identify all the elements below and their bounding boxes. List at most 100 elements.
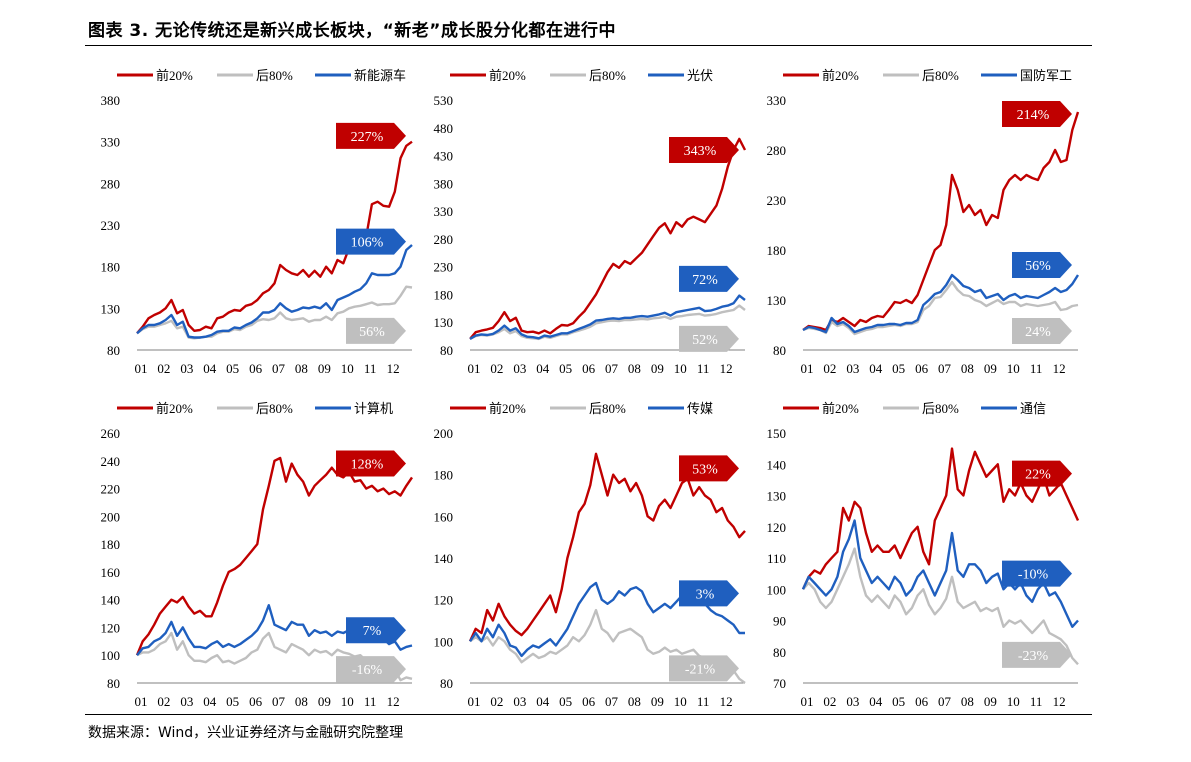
y-tick-label: 180	[434, 287, 454, 302]
y-tick-label: 180	[101, 260, 121, 275]
x-tick-label: 11	[1030, 361, 1043, 376]
legend-entry: 前20%	[822, 401, 859, 416]
y-tick-label: 380	[434, 176, 454, 191]
callout-bottom80	[336, 656, 406, 683]
y-tick-label: 90	[773, 614, 786, 629]
x-tick-label: 04	[203, 694, 217, 709]
y-tick-label: 200	[101, 509, 121, 524]
x-tick-label: 05	[226, 694, 239, 709]
y-tick-label: 200	[434, 426, 454, 441]
x-tick-label: 06	[582, 694, 596, 709]
x-tick-label: 10	[1007, 694, 1020, 709]
series-line-2	[469, 304, 746, 341]
series-line-3	[136, 244, 413, 339]
y-tick-label: 120	[434, 593, 454, 608]
legend-entry: 传媒	[687, 401, 713, 416]
chart-panel-5: 80 100 120 140 160 180 200 01 02 03 04 05 06 07 08 09 10…	[434, 401, 746, 709]
y-tick-label: 150	[767, 426, 787, 441]
y-tick-label: 130	[101, 301, 121, 316]
callout-label: 22%	[1025, 468, 1051, 483]
x-tick-label: 10	[674, 694, 687, 709]
callout-sector	[1002, 560, 1072, 587]
x-tick-label: 02	[490, 361, 503, 376]
series-line-3	[802, 273, 1080, 334]
x-tick-label: 11	[364, 361, 377, 376]
callout-sector	[336, 228, 406, 255]
callout-bottom80	[1002, 641, 1072, 668]
x-tick-label: 06	[249, 694, 263, 709]
callout-label: 227%	[351, 130, 384, 145]
x-tick-label: 10	[674, 361, 687, 376]
y-tick-label: 140	[101, 593, 121, 608]
series-line-3	[469, 294, 746, 340]
x-tick-label: 04	[869, 694, 883, 709]
x-tick-label: 03	[513, 361, 526, 376]
callout-bottom80	[346, 317, 406, 344]
y-tick-label: 230	[767, 193, 787, 208]
top-rule	[85, 45, 1092, 46]
x-tick-label: 07	[272, 694, 286, 709]
y-tick-label: 120	[101, 620, 121, 635]
legend-entry: 计算机	[354, 401, 393, 416]
x-tick-label: 09	[651, 361, 664, 376]
y-tick-label: 180	[434, 468, 454, 483]
x-tick-label: 01	[135, 361, 148, 376]
y-tick-label: 80	[440, 676, 453, 691]
chart-panel-1: 80 130 180 230 280 330 380 01 02 03 04 05 06 07 08 09 10…	[101, 68, 413, 376]
x-tick-label: 08	[295, 361, 308, 376]
legend-entry: 前20%	[489, 68, 526, 83]
y-tick-label: 160	[434, 509, 454, 524]
y-tick-label: 140	[767, 457, 787, 472]
y-tick-label: 160	[101, 565, 121, 580]
callout-label: 343%	[684, 144, 717, 159]
x-tick-label: 12	[1053, 694, 1066, 709]
series-line-2	[802, 280, 1079, 336]
callout-label: 56%	[359, 325, 385, 340]
x-tick-label: 09	[318, 694, 331, 709]
bottom-rule	[85, 714, 1092, 715]
x-tick-label: 05	[559, 694, 572, 709]
x-tick-label: 01	[468, 694, 481, 709]
legend-entry: 新能源车	[354, 68, 406, 83]
x-tick-label: 02	[823, 361, 836, 376]
y-tick-label: 140	[434, 551, 454, 566]
y-tick-label: 220	[101, 482, 121, 497]
chart-panel-6: 70 80 90 100 110 120 130 140 150 01 02 03 04 05 06 07 08…	[767, 401, 1080, 709]
y-tick-label: 280	[101, 176, 121, 191]
y-tick-label: 120	[767, 520, 787, 535]
x-tick-label: 01	[135, 694, 148, 709]
x-tick-label: 03	[180, 361, 193, 376]
y-tick-label: 260	[101, 426, 121, 441]
legend-entry: 国防军工	[1020, 68, 1072, 83]
x-tick-label: 06	[582, 361, 596, 376]
y-tick-label: 70	[773, 676, 786, 691]
x-tick-label: 12	[387, 361, 400, 376]
callout-bottom80	[1012, 318, 1072, 344]
y-tick-label: 130	[767, 293, 787, 308]
x-tick-label: 11	[1030, 694, 1043, 709]
x-tick-label: 09	[318, 361, 331, 376]
y-tick-label: 240	[101, 454, 121, 469]
x-tick-label: 08	[295, 694, 308, 709]
series-line-2	[136, 285, 413, 340]
x-tick-label: 07	[605, 694, 619, 709]
callout-top20	[336, 450, 406, 477]
y-tick-label: 100	[434, 634, 454, 649]
x-tick-label: 05	[892, 361, 905, 376]
x-tick-label: 08	[961, 694, 974, 709]
x-tick-label: 12	[720, 361, 733, 376]
x-tick-label: 06	[249, 361, 263, 376]
x-tick-label: 09	[651, 694, 664, 709]
legend-entry: 前20%	[156, 68, 193, 83]
y-tick-label: 80	[107, 343, 120, 358]
callout-label: 7%	[363, 624, 382, 639]
x-tick-label: 01	[801, 694, 814, 709]
legend-entry: 后80%	[922, 68, 959, 83]
callout-label: 53%	[692, 462, 718, 477]
callout-bottom80	[669, 655, 739, 682]
x-tick-label: 08	[628, 361, 641, 376]
x-tick-label: 11	[364, 694, 377, 709]
y-tick-label: 280	[767, 143, 787, 158]
callout-bottom80	[679, 325, 739, 352]
y-tick-label: 180	[101, 537, 121, 552]
